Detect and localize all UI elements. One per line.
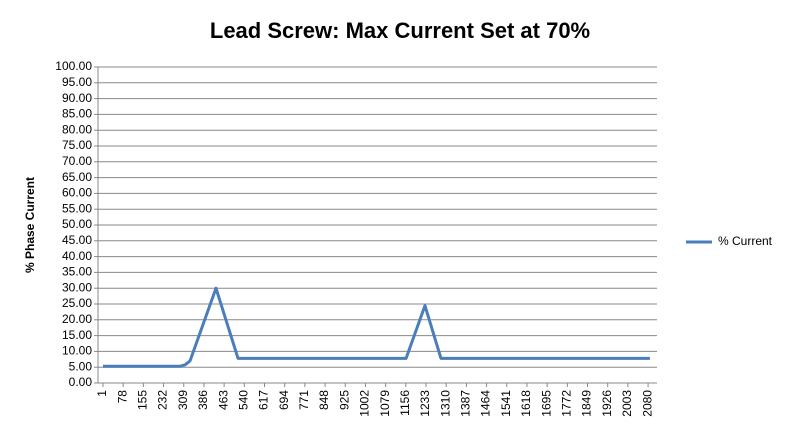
y-tick-label: 15.00 (62, 328, 92, 342)
x-tick-label: 463 (216, 390, 230, 410)
x-tick-label: 1079 (378, 390, 392, 417)
y-tick-label: 80.00 (62, 122, 92, 136)
x-tick-label: 309 (176, 390, 190, 410)
y-tick-label: 85.00 (62, 107, 92, 121)
x-tick-label: 617 (257, 390, 271, 410)
y-tick-label: 10.00 (62, 344, 92, 358)
y-tick-label: 35.00 (62, 265, 92, 279)
y-tick-label: 95.00 (62, 75, 92, 89)
x-tick-label: 1618 (519, 390, 533, 417)
y-tick-label: 100.00 (55, 59, 92, 73)
x-tick-label: 1849 (580, 390, 594, 417)
x-tick-label: 1541 (499, 390, 513, 417)
chart-title: Lead Screw: Max Current Set at 70% (210, 18, 590, 43)
x-tick-label: 1926 (600, 390, 614, 417)
y-tick-label: 55.00 (62, 201, 92, 215)
x-tick-label: 78 (115, 390, 129, 404)
y-axis-title: % Phase Current (23, 177, 37, 273)
y-tick-label: 75.00 (62, 138, 92, 152)
x-tick-label: 771 (297, 390, 311, 410)
x-tick-label: 232 (156, 390, 170, 410)
x-tick-label: 2003 (620, 390, 634, 417)
x-tick-label: 2080 (640, 390, 654, 417)
x-tick-label: 848 (317, 390, 331, 410)
y-tick-label: 30.00 (62, 280, 92, 294)
x-tick-label: 694 (277, 390, 291, 410)
x-tick-label: 1233 (418, 390, 432, 417)
y-tick-label: 25.00 (62, 296, 92, 310)
x-tick-label: 386 (196, 390, 210, 410)
y-tick-label: 20.00 (62, 312, 92, 326)
y-tick-label: 0.00 (69, 375, 93, 389)
x-tick-label: 1 (95, 390, 109, 397)
y-tick-label: 70.00 (62, 154, 92, 168)
x-tick-label: 155 (136, 390, 150, 410)
legend-label: % Current (718, 234, 773, 248)
x-tick-label: 1002 (358, 390, 372, 417)
x-tick-label: 1310 (438, 390, 452, 417)
y-tick-label: 60.00 (62, 186, 92, 200)
x-tick-label: 925 (337, 390, 351, 410)
x-tick-label: 1387 (459, 390, 473, 417)
y-tick-label: 45.00 (62, 233, 92, 247)
x-tick-label: 1695 (539, 390, 553, 417)
series-line (102, 286, 650, 368)
y-tick-label: 5.00 (69, 359, 93, 373)
x-tick-label: 1156 (398, 390, 412, 416)
x-tick-label: 540 (236, 390, 250, 410)
y-tick-label: 50.00 (62, 217, 92, 231)
x-tick-label: 1772 (560, 390, 574, 417)
y-tick-label: 65.00 (62, 170, 92, 184)
x-tick-label: 1464 (479, 390, 493, 417)
y-tick-label: 90.00 (62, 91, 92, 105)
y-tick-label: 40.00 (62, 249, 92, 263)
